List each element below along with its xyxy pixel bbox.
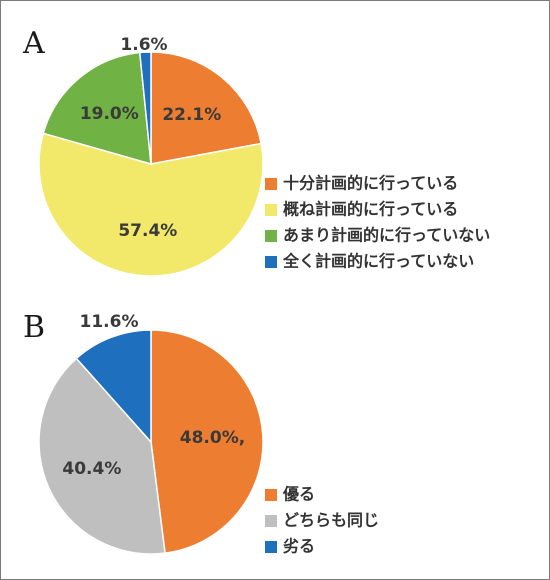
pie-slice [38, 357, 166, 555]
pie-slice [150, 51, 262, 165]
data-label: 48.0%, [180, 428, 245, 448]
legend-label: 概ね計画的に行っている [283, 200, 458, 219]
data-label: 11.6% [80, 312, 139, 332]
legend-label: どちらも同じ [283, 511, 379, 530]
pie-slice [42, 51, 152, 166]
legend-swatch [265, 515, 277, 527]
legend-label: 優る [282, 485, 315, 504]
pie-slice [138, 51, 152, 165]
panel-label: B [23, 310, 45, 345]
data-label: 57.4% [118, 221, 177, 241]
pie-slice [75, 329, 152, 444]
panel-label: A [22, 26, 45, 61]
pie-slice [150, 329, 264, 554]
legend-label: 十分計画的に行っている [283, 174, 458, 193]
legend-label: あまり計画的に行っていない [283, 226, 490, 245]
pie-chart-A: A 22.1% 57.4% 19.0% 1.6% 十分計画的に行っている概ね計画的に行って… [22, 26, 490, 277]
legend-label: 全く計画的に行っていない [282, 252, 474, 271]
pie-slice [38, 132, 264, 277]
legend-label: 劣る [283, 537, 315, 556]
legend-swatch [265, 256, 277, 268]
legend-swatch [265, 204, 277, 216]
data-label: 1.6% [120, 35, 167, 55]
data-label: 40.4% [62, 459, 121, 479]
legend-swatch [265, 230, 277, 242]
legend: 十分計画的に行っている概ね計画的に行っているあまり計画的に行っていない全く計画的… [265, 174, 490, 271]
legend-swatch [265, 489, 277, 501]
data-label: 22.1% [162, 105, 221, 125]
legend-swatch [265, 178, 277, 190]
legend-swatch [265, 541, 277, 553]
data-label: 19.0% [80, 104, 139, 124]
